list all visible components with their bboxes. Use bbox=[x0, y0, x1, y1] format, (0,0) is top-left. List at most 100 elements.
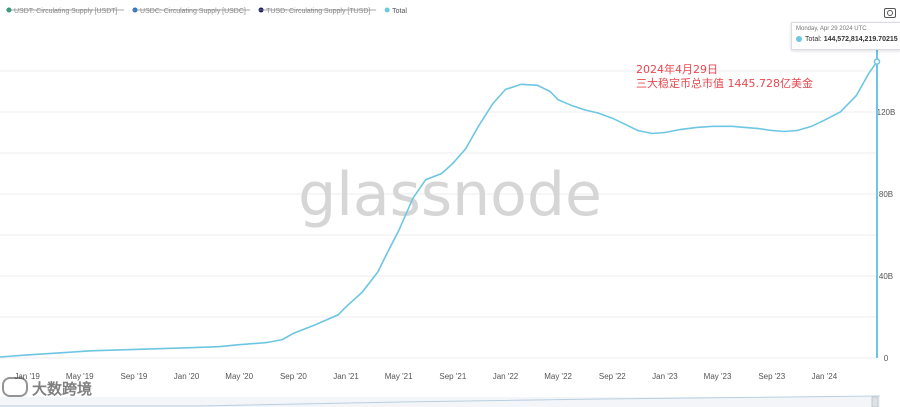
data-point bbox=[345, 306, 347, 308]
y-tick-label: 80B bbox=[879, 190, 893, 199]
data-point bbox=[185, 347, 188, 349]
data-point bbox=[624, 123, 626, 126]
navigator-track bbox=[0, 397, 880, 407]
data-point bbox=[440, 172, 443, 175]
annotation: 2024年4月29日 三大稳定币总市值 1445.728亿美金 bbox=[636, 63, 813, 91]
data-point bbox=[855, 94, 857, 97]
x-tick-label: May '21 bbox=[385, 372, 413, 381]
hover-crosshair bbox=[873, 48, 881, 358]
x-tick-label: Sep '23 bbox=[758, 372, 785, 381]
x-tick-label: Jan '23 bbox=[652, 372, 678, 381]
data-point bbox=[425, 178, 427, 181]
data-point bbox=[796, 129, 798, 132]
data-point bbox=[504, 88, 507, 91]
brand-logo-icon bbox=[2, 377, 28, 397]
data-point bbox=[664, 131, 666, 134]
x-tick-label: Jan '19 bbox=[14, 372, 40, 381]
x-tick-label: May '19 bbox=[66, 372, 94, 381]
legend-label: Total bbox=[392, 8, 407, 15]
data-point bbox=[584, 109, 586, 111]
legend-label: TUSD: Circulating Supply [TUSD] bbox=[266, 8, 370, 15]
x-tick-label: Jan '21 bbox=[333, 372, 359, 381]
glassnode-watermark: glassnode bbox=[298, 160, 602, 230]
tooltip-date: Monday, Apr 29 2024 UTC bbox=[796, 26, 867, 32]
data-point bbox=[651, 132, 653, 135]
y-tick-label: 40B bbox=[879, 272, 893, 281]
data-point bbox=[597, 112, 599, 114]
x-tick-label: Sep '19 bbox=[120, 372, 147, 381]
data-point bbox=[153, 348, 156, 350]
data-point bbox=[611, 117, 614, 119]
data-point bbox=[26, 354, 28, 356]
data-point bbox=[743, 126, 746, 129]
data-point bbox=[337, 314, 339, 316]
tooltip: Monday, Apr 29 2024 UTC Total: 144,572,8… bbox=[791, 22, 900, 50]
data-point bbox=[265, 341, 267, 344]
data-point bbox=[823, 119, 826, 121]
y-tick-label: 120B bbox=[877, 108, 896, 117]
x-tick-label: Jan '22 bbox=[493, 372, 519, 381]
data-point bbox=[783, 130, 786, 133]
data-point bbox=[771, 129, 773, 132]
data-point bbox=[217, 346, 220, 348]
data-point bbox=[292, 332, 295, 335]
legend-item[interactable]: Total bbox=[384, 7, 408, 16]
data-point bbox=[520, 83, 523, 86]
data-point bbox=[810, 125, 813, 128]
data-point bbox=[571, 105, 574, 107]
data-point bbox=[696, 126, 698, 129]
camera-icon[interactable] bbox=[884, 8, 896, 18]
y-tick-label: 0 bbox=[884, 354, 889, 363]
data-point bbox=[313, 324, 315, 326]
legend-item[interactable]: USDT: Circulating Supply [USDT] bbox=[6, 7, 125, 16]
x-tick-label: Sep '22 bbox=[599, 372, 626, 381]
data-point bbox=[680, 128, 682, 131]
x-axis: Jan '19 May '19 Sep '19 Jan '20 May '20 Sep '… bbox=[14, 372, 837, 381]
x-tick-label: Sep '21 bbox=[439, 372, 466, 381]
legend-marker-icon bbox=[384, 7, 390, 13]
data-point bbox=[464, 148, 467, 150]
data-point bbox=[477, 125, 480, 128]
x-tick-label: May '20 bbox=[225, 372, 253, 381]
brand-watermark: 大数跨境 bbox=[2, 377, 92, 399]
x-tick-label: Jan '20 bbox=[174, 372, 200, 381]
data-point bbox=[58, 352, 60, 354]
data-point bbox=[412, 197, 414, 199]
data-point bbox=[90, 350, 92, 352]
legend-label: USDT: Circulating Supply [USDT] bbox=[14, 8, 118, 15]
range-navigator[interactable] bbox=[0, 395, 881, 407]
navigator-handle bbox=[871, 396, 879, 407]
x-tick-label: May '23 bbox=[704, 372, 732, 381]
hover-marker bbox=[873, 58, 881, 65]
data-point bbox=[281, 338, 283, 341]
data-point bbox=[756, 127, 759, 130]
navigator-series bbox=[0, 395, 881, 407]
data-point bbox=[397, 230, 400, 232]
data-point bbox=[385, 254, 387, 257]
annotation-text: 三大稳定币总市值 1445.728亿美金 bbox=[636, 77, 813, 90]
data-point bbox=[238, 343, 240, 346]
data-point bbox=[557, 99, 559, 101]
annotation-date: 2024年4月29日 bbox=[636, 63, 718, 76]
legend: USDT: Circulating Supply [USDT] USDC: Cir… bbox=[6, 7, 408, 16]
data-point bbox=[452, 162, 454, 164]
data-point bbox=[549, 90, 551, 93]
data-point bbox=[361, 291, 363, 294]
x-tick-label: Sep '20 bbox=[280, 372, 307, 381]
y-axis: 0 40B 80B 120B bbox=[877, 108, 896, 363]
data-point bbox=[712, 125, 714, 128]
series-dot-icon bbox=[796, 36, 802, 42]
tooltip-value: 144,572,814,219.70215 bbox=[823, 36, 898, 43]
data-point bbox=[839, 111, 842, 113]
data-point bbox=[637, 129, 639, 132]
x-tick-label: May '22 bbox=[544, 372, 572, 381]
tooltip-series-label: Total: bbox=[805, 36, 822, 43]
data-point bbox=[377, 271, 379, 273]
data-point bbox=[122, 349, 124, 351]
data-point bbox=[492, 103, 494, 105]
legend-label: USDC: Circulating Supply [USDC] bbox=[140, 8, 246, 15]
legend-item[interactable]: TUSD: Circulating Supply [TUSD] bbox=[258, 7, 377, 16]
data-point bbox=[0, 356, 1, 358]
gridlines bbox=[0, 70, 877, 359]
legend-item[interactable]: USDC: Circulating Supply [USDC] bbox=[132, 7, 251, 16]
